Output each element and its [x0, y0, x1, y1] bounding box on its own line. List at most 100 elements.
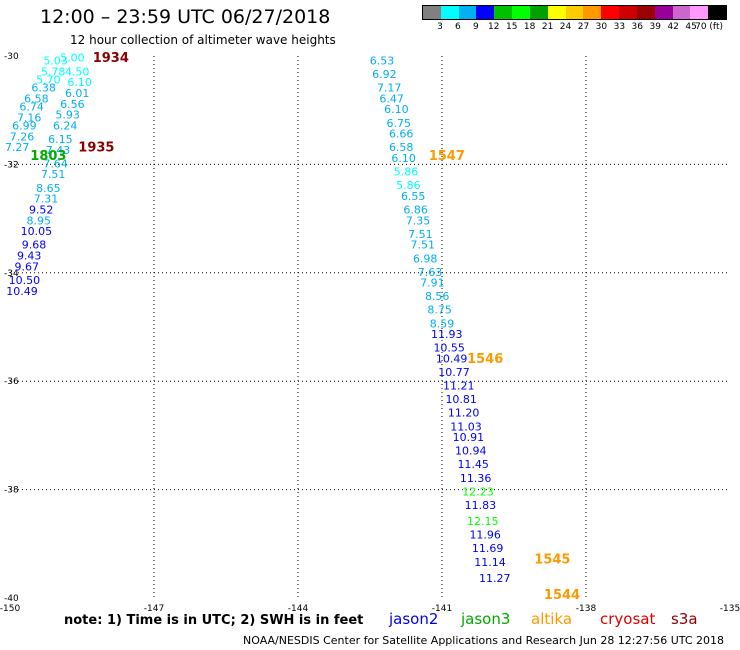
- satellite-label-jason2: jason2: [389, 610, 439, 628]
- x-tick-label: -150: [0, 604, 20, 614]
- color-swatch: [423, 6, 441, 19]
- wave-height-label: 5.70: [36, 73, 61, 86]
- chart-subtitle: 12 hour collection of altimeter wave hei…: [70, 33, 336, 47]
- wave-height-label: 5.86: [394, 166, 419, 179]
- wave-height-label: 6.10: [384, 103, 409, 116]
- wave-height-label: 6.92: [372, 68, 397, 81]
- wave-height-label: 11.27: [479, 572, 511, 585]
- wave-height-label: 5.86: [396, 179, 421, 192]
- track-time-label: 1803: [30, 149, 66, 164]
- wave-height-label: 10.49: [436, 353, 468, 366]
- color-swatch: [636, 6, 655, 19]
- color-swatch: [672, 6, 691, 19]
- wave-height-label: 6.98: [413, 252, 438, 265]
- x-tick-label: -135: [720, 604, 740, 614]
- wave-height-label: 7.26: [10, 130, 35, 143]
- color-swatch: [708, 6, 727, 19]
- chart-title: 12:00 – 23:59 UTC 06/27/2018: [40, 6, 331, 28]
- satellite-label-s3a: s3a: [671, 610, 698, 628]
- wave-height-label: 5.03: [43, 54, 68, 67]
- color-scale-label: 15: [505, 22, 518, 32]
- color-scale-labels: 3 6 9 12 15 18 21 24 27 30 33 36 39 42 45 70 (ft): [422, 22, 727, 36]
- wave-height-label: 6.56: [60, 98, 85, 111]
- wave-height-label: 6.58: [24, 92, 49, 105]
- color-swatch: [458, 6, 477, 19]
- wave-height-label: 5.93: [55, 109, 80, 122]
- wave-height-label: 11.03: [450, 420, 482, 433]
- color-scale-label: 30: [595, 22, 608, 32]
- track-time-label: 1544: [544, 588, 580, 603]
- wave-height-label: 11.21: [443, 380, 475, 393]
- color-swatch: [529, 6, 548, 19]
- wave-height-label: 6.24: [53, 119, 78, 132]
- color-scale-label: 18: [523, 22, 536, 32]
- wave-height-label: 6.10: [67, 76, 92, 89]
- wave-height-label: 10.05: [21, 225, 53, 238]
- wave-height-label: 11.45: [457, 458, 489, 471]
- satellite-label-altika: altika: [531, 610, 573, 628]
- wave-height-label: 11.20: [448, 407, 480, 420]
- wave-height-label: 10.77: [438, 366, 470, 379]
- wave-height-label: 11.36: [460, 472, 492, 485]
- color-swatch: [583, 6, 602, 19]
- wave-height-label: 10.94: [455, 445, 487, 458]
- wave-height-label: 5.78: [41, 65, 66, 78]
- color-swatch: [494, 6, 513, 19]
- wave-height-label: 10.50: [9, 274, 41, 287]
- wave-height-label: 7.31: [34, 193, 59, 206]
- x-tick-label: -144: [288, 604, 309, 614]
- wave-height-label: 6.99: [12, 119, 37, 132]
- track-time-label: 1546: [467, 352, 503, 367]
- wave-height-label: 6.10: [391, 152, 416, 165]
- color-swatch: [547, 6, 566, 19]
- wave-height-label: 6.66: [389, 128, 414, 141]
- footer-credit: NOAA/NESDIS Center for Satellite Applica…: [243, 634, 725, 647]
- color-swatch: [690, 6, 709, 19]
- color-scale-label: 45: [685, 22, 697, 32]
- wave-height-label: 6.01: [65, 87, 90, 100]
- wave-height-label: 7.51: [408, 228, 433, 241]
- wave-height-label: 8.95: [27, 214, 52, 227]
- wave-height-label: 6.15: [48, 133, 73, 146]
- wave-height-label: 6.47: [379, 92, 404, 105]
- y-tick-label: -32: [4, 160, 19, 170]
- wave-height-label: 11.83: [465, 499, 497, 512]
- satellite-label-cryosat: cryosat: [600, 610, 656, 628]
- wave-height-label: 7.27: [5, 141, 30, 154]
- color-scale-label: 33: [613, 22, 626, 32]
- wave-height-label: 8.56: [425, 290, 450, 303]
- color-scale-label: 9: [472, 22, 479, 32]
- wave-height-label: 7.91: [420, 277, 445, 290]
- wave-height-label: 8.59: [430, 317, 455, 330]
- color-scale-label: 3: [437, 22, 443, 32]
- y-tick-label: -38: [4, 486, 19, 496]
- color-scale-bar: [422, 5, 727, 20]
- wave-height-label: 10.55: [433, 342, 465, 355]
- wave-height-label: 7.51: [41, 168, 66, 181]
- wave-height-label: 7.51: [411, 239, 436, 252]
- color-scale-label: 70 (ft): [695, 22, 723, 32]
- y-tick-label: -40: [4, 594, 19, 604]
- wave-height-label: 7.16: [17, 111, 42, 124]
- chart-note: note: 1) Time is in UTC; 2) SWH is in fe…: [64, 613, 364, 628]
- wave-height-label: 8.65: [36, 182, 61, 195]
- wave-height-label: 10.49: [6, 285, 38, 298]
- color-scale-label: 21: [541, 22, 554, 32]
- color-swatch: [440, 6, 459, 19]
- wave-height-label: 12.15: [467, 515, 499, 528]
- wave-height-label: 11.96: [469, 529, 501, 542]
- color-swatch: [565, 6, 584, 19]
- wave-height-label: 8.75: [427, 304, 452, 317]
- wave-height-label: 7.43: [46, 144, 71, 157]
- wave-height-label: 9.68: [22, 239, 47, 252]
- wave-height-label: 9.67: [15, 260, 40, 273]
- color-swatch: [512, 6, 530, 19]
- wave-height-label: 6.38: [31, 82, 56, 95]
- wave-height-label: 6.75: [387, 117, 412, 130]
- wave-height-label: 6.74: [19, 100, 44, 113]
- color-scale-label: 42: [667, 22, 679, 32]
- track-time-label: 1547: [429, 149, 465, 164]
- wave-height-label: 9.52: [29, 203, 54, 216]
- color-swatch: [654, 6, 673, 19]
